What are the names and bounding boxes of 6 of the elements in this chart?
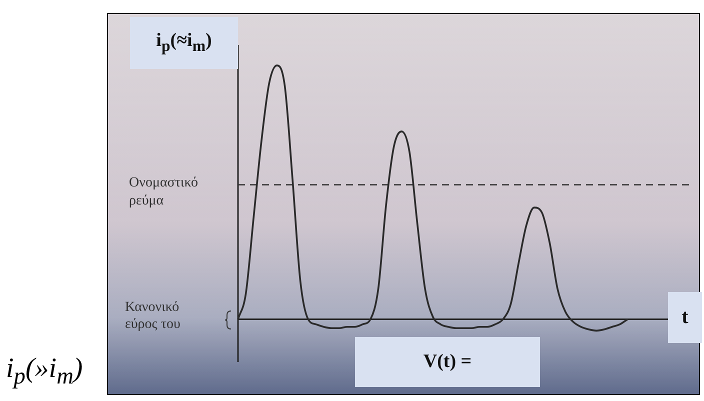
- text: i$_{p}$(»i$_{m}$): [6, 353, 83, 390]
- y-axis-title: i$_{p}$(≈i$_{m}$): [156, 30, 212, 56]
- x-axis-title: t: [682, 306, 688, 329]
- text: Κανονικό εύρος του: [125, 300, 180, 332]
- text: V(t) =: [423, 351, 472, 373]
- ref-line-label: Ονομαστικό ρεύμα: [129, 175, 198, 208]
